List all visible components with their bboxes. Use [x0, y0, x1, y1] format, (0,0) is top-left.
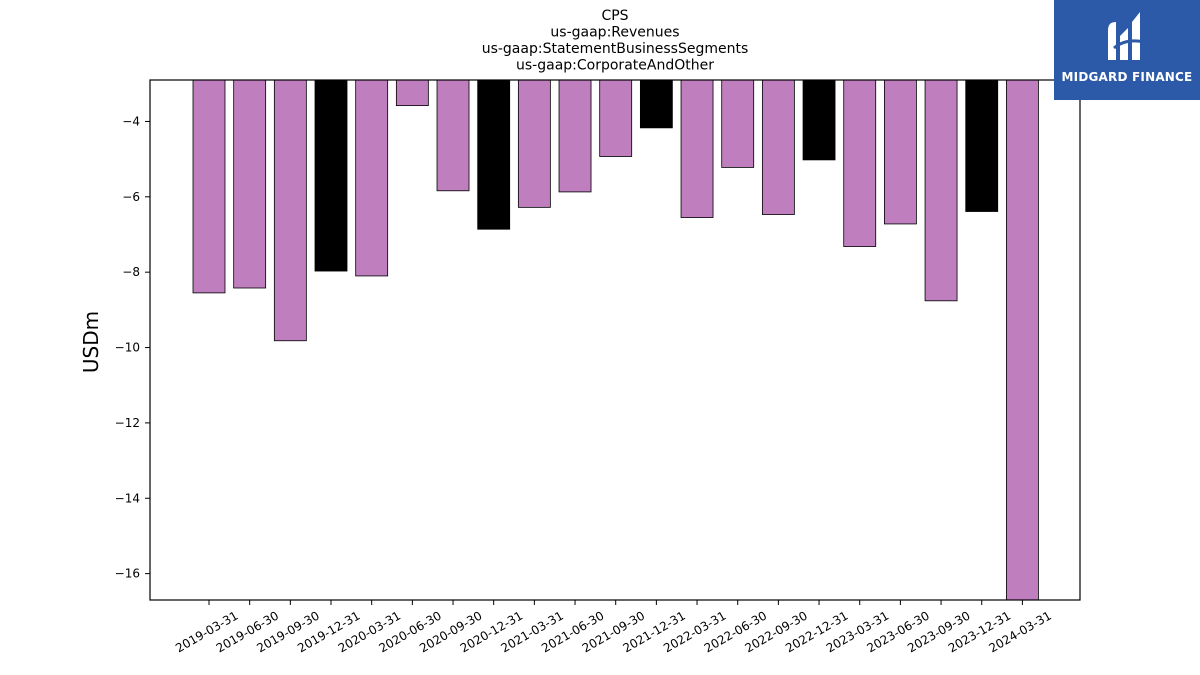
y-tick-label: −16	[115, 567, 140, 581]
chart-title: CPSus-gaap:Revenuesus-gaap:StatementBusi…	[482, 8, 749, 74]
y-tick-label: −4	[122, 114, 140, 128]
bar	[558, 79, 592, 193]
bar	[924, 79, 958, 302]
bar	[314, 79, 348, 272]
bar	[965, 79, 999, 212]
bar	[395, 79, 429, 107]
bar	[843, 79, 877, 247]
bar	[192, 79, 226, 294]
bar	[436, 79, 470, 192]
bar	[721, 79, 755, 168]
y-tick-label: −12	[115, 416, 140, 430]
chart-title-line: us-gaap:StatementBusinessSegments	[482, 41, 749, 57]
chart-title-line: CPS	[601, 8, 628, 24]
chart-title-line: us-gaap:Revenues	[550, 25, 679, 41]
bar	[517, 79, 551, 208]
midgard-logo-icon	[1108, 12, 1145, 60]
bar	[680, 79, 714, 218]
bar	[883, 79, 917, 225]
bar	[355, 79, 389, 277]
bar	[761, 79, 795, 215]
chart-title-line: us-gaap:CorporateAndOther	[516, 58, 714, 74]
logo-text: MIDGARD FINANCE	[1061, 70, 1193, 84]
bars	[192, 79, 1039, 601]
y-tick-label: −10	[115, 341, 140, 355]
bar	[639, 79, 673, 129]
y-tick-label: −14	[115, 491, 140, 505]
midgard-finance-logo: MIDGARD FINANCE	[1054, 0, 1200, 100]
bar	[233, 79, 267, 289]
bar	[273, 79, 307, 342]
y-axis: −4 −6 −8 −10 −12 −14 −16	[115, 114, 150, 581]
bar	[599, 79, 633, 157]
bar	[477, 79, 511, 230]
y-axis-label: USDm	[79, 311, 103, 373]
y-tick-label: −6	[122, 190, 140, 204]
x-axis: 2019-03-312019-06-302019-09-302019-12-31…	[173, 600, 1054, 655]
y-tick-label: −8	[122, 265, 140, 279]
bar	[1006, 79, 1039, 601]
plot-frame	[149, 79, 1081, 601]
bar	[802, 79, 836, 161]
